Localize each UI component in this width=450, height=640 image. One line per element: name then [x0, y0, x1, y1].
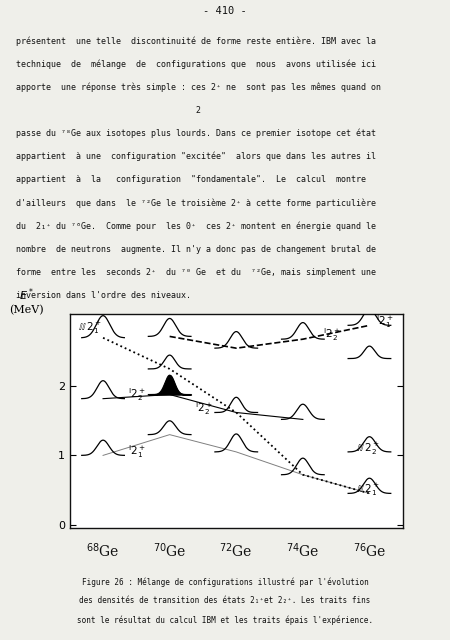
Text: présentent  une telle  discontinuité de forme reste entière. IBM avec la: présentent une telle discontinuité de fo… [16, 36, 376, 45]
Text: $^{68}$Ge: $^{68}$Ge [86, 541, 120, 560]
Text: $^{72}$Ge: $^{72}$Ge [220, 541, 253, 560]
Text: $^{\mathrm{I}}2_2^+$: $^{\mathrm{I}}2_2^+$ [195, 401, 213, 417]
Text: des densités de transition des états 2₁⁺et 2₂⁺. Les traits fins: des densités de transition des états 2₁⁺… [79, 596, 371, 605]
Text: inversion dans l'ordre des niveaux.: inversion dans l'ordre des niveaux. [16, 291, 191, 300]
Text: sont le résultat du calcul IBM et les traits épais l'expérience.: sont le résultat du calcul IBM et les tr… [77, 616, 373, 625]
Text: $\mathbb{II}\,2_1^+$: $\mathbb{II}\,2_1^+$ [78, 319, 102, 336]
Text: $\mathbb{II}\,2_1^+$: $\mathbb{II}\,2_1^+$ [356, 482, 380, 499]
Text: $^{\mathrm{I}}2_1^+$: $^{\mathrm{I}}2_1^+$ [128, 443, 146, 460]
Text: d'ailleurs  que dans  le ⁷²Ge le troisième 2⁺ à cette forme particulière: d'ailleurs que dans le ⁷²Ge le troisième… [16, 198, 376, 208]
Text: $^{70}$Ge: $^{70}$Ge [153, 541, 186, 560]
Text: $^{76}$Ge: $^{76}$Ge [353, 541, 386, 560]
Text: $^{74}$Ge: $^{74}$Ge [286, 541, 320, 560]
Text: appartient  à  la   configuration  "fondamentale".  Le  calcul  montre: appartient à la configuration "fondament… [16, 175, 366, 184]
Text: forme  entre les  seconds 2⁺  du ⁷⁰ Ge  et du  ⁷²Ge, mais simplement une: forme entre les seconds 2⁺ du ⁷⁰ Ge et d… [16, 268, 376, 276]
Text: nombre  de neutrons  augmente. Il n'y a donc pas de changement brutal de: nombre de neutrons augmente. Il n'y a do… [16, 244, 376, 253]
Text: $\mathbb{II}\,2_2^+$: $\mathbb{II}\,2_2^+$ [356, 441, 380, 457]
Text: - 410 -: - 410 - [203, 6, 247, 16]
Text: $E^*$
(MeV): $E^*$ (MeV) [9, 287, 44, 315]
Text: 2: 2 [16, 106, 201, 115]
Text: $^{\mathrm{I}}2_2^+$: $^{\mathrm{I}}2_2^+$ [323, 326, 341, 343]
Text: Figure 26 : Mélange de configurations illustré par l'évolution: Figure 26 : Mélange de configurations il… [81, 577, 369, 587]
Text: appartient  à une  configuration "excitée"  alors que dans les autres il: appartient à une configuration "excitée"… [16, 152, 376, 161]
Text: $^{\mathrm{I}}2_1^+$: $^{\mathrm{I}}2_1^+$ [376, 313, 394, 330]
Text: passe du ⁷⁸Ge aux isotopes plus lourds. Dans ce premier isotope cet état: passe du ⁷⁸Ge aux isotopes plus lourds. … [16, 129, 376, 138]
Text: technique  de  mélange  de  configurations que  nous  avons utilisée ici: technique de mélange de configurations q… [16, 60, 376, 68]
Text: apporte  une réponse très simple : ces 2⁺ ne  sont pas les mêmes quand on: apporte une réponse très simple : ces 2⁺… [16, 83, 381, 92]
Text: $^{\mathrm{I}}2_2^+$: $^{\mathrm{I}}2_2^+$ [128, 386, 146, 403]
Text: du  2₁⁺ du ⁷⁶Ge.  Comme pour  les 0⁺  ces 2⁺ montent en énergie quand le: du 2₁⁺ du ⁷⁶Ge. Comme pour les 0⁺ ces 2⁺… [16, 221, 376, 231]
